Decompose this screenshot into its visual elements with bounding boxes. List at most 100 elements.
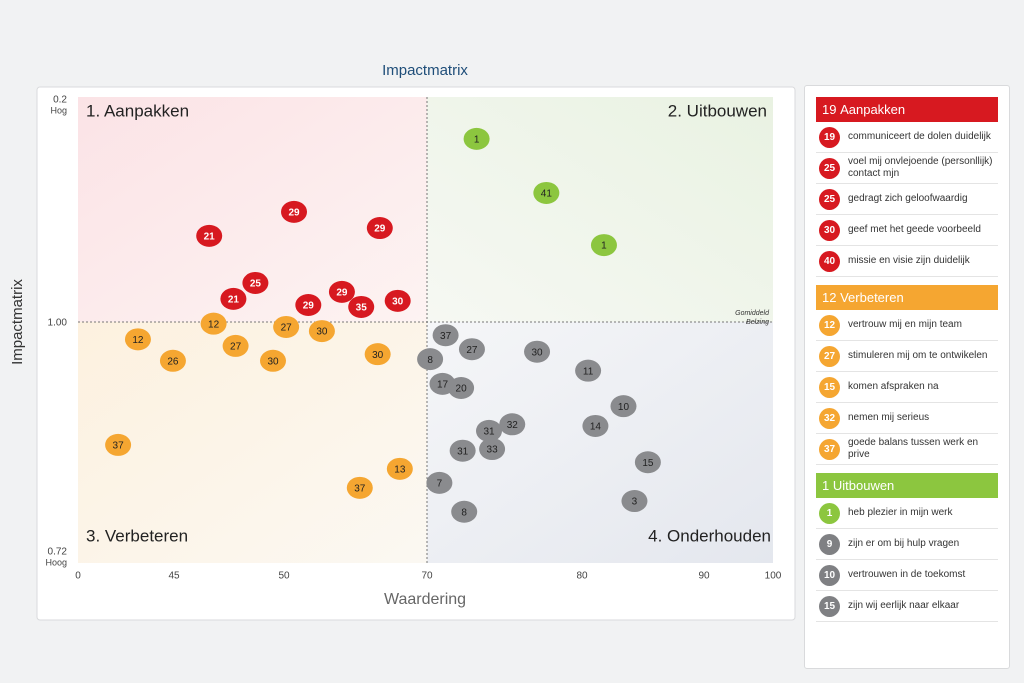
- legend-header: 12 Verbeteren: [816, 285, 998, 310]
- point-label: 26: [167, 356, 179, 367]
- point-label: 3: [632, 497, 638, 508]
- y-tick-label: 0.72: [48, 547, 68, 558]
- point-label: 27: [281, 323, 293, 334]
- point-label: 10: [618, 402, 630, 413]
- point-label: 27: [466, 345, 478, 356]
- point-label: 8: [461, 507, 467, 518]
- legend-text: gedragt zich geloofwaardig: [848, 193, 968, 204]
- point: [634, 451, 661, 474]
- point-label: 30: [316, 327, 328, 338]
- legend-text: geef met het geede voorbeeld: [848, 224, 981, 235]
- point-label: 12: [208, 319, 220, 330]
- legend-item: 37 goede balans tussen werk en prive: [816, 434, 998, 465]
- point-label: 37: [440, 331, 452, 342]
- legend-item: 25 voel mij onvlejoende (personllijk) con…: [816, 153, 998, 184]
- legend-text: nemen mij serieus: [848, 412, 930, 423]
- legend-section: 12 Verbeteren 12 vertrouw mij en mijn team…: [816, 285, 998, 465]
- legend-badge: 12: [819, 314, 840, 336]
- legend-badge: 40: [819, 250, 840, 272]
- legend-item: 32 nemen mij serieus: [816, 403, 998, 434]
- point-label: 15: [642, 458, 654, 469]
- point-label: 1: [601, 241, 607, 252]
- point: [479, 438, 506, 461]
- legend-item: 25 gedragt zich geloofwaardig: [816, 184, 998, 215]
- point: [124, 328, 151, 351]
- point: [386, 457, 413, 480]
- point: [364, 343, 391, 366]
- point: [426, 471, 453, 494]
- point-label: 31: [483, 427, 495, 438]
- quadrant-label: 3. Verbeteren: [86, 526, 188, 545]
- x-tick-label: 70: [421, 571, 433, 582]
- point: [463, 127, 490, 150]
- legend-badge: 30: [819, 219, 840, 241]
- legend-text: communiceert de dolen duidelijk: [848, 131, 991, 142]
- legend-badge: 1: [819, 502, 840, 524]
- x-tick-label: 45: [168, 571, 180, 582]
- point-label: 11: [583, 366, 594, 377]
- point-label: 37: [113, 441, 125, 452]
- legend-header: 19 Aanpakken: [816, 97, 998, 122]
- legend-text: zijn wij eerlijk naar elkaar: [848, 600, 960, 611]
- y-axis-label: Impactmatrix: [9, 279, 26, 365]
- legend-item: 10 vertrouwen in de toekomst: [816, 560, 998, 591]
- point: [222, 334, 249, 357]
- point-label: 14: [590, 422, 602, 433]
- point: [220, 287, 247, 310]
- point: [328, 280, 355, 303]
- point-label: 27: [230, 342, 242, 353]
- legend-badge: 19: [819, 126, 840, 148]
- legend-section: 19 Aanpakken 19 communiceert de dolen duid…: [816, 97, 998, 277]
- point: [242, 271, 269, 294]
- point-label: 29: [374, 224, 386, 235]
- x-tick-label: 50: [278, 571, 290, 582]
- legend-text: voel mij onvlejoende (personllijk) conta…: [848, 156, 993, 179]
- point-label: 13: [394, 464, 406, 475]
- point: [524, 340, 551, 363]
- point: [260, 349, 286, 372]
- point: [346, 476, 373, 499]
- point-label: 35: [356, 303, 368, 314]
- point-label: 29: [303, 301, 315, 312]
- point: [575, 359, 602, 382]
- point-label: 20: [456, 384, 468, 395]
- point: [458, 338, 485, 361]
- point-label: 32: [507, 420, 519, 431]
- legend-text: vertrouw mij en mijn team: [848, 319, 962, 330]
- legend-item: 1 heb plezier in mijn werk: [816, 498, 998, 529]
- point-label: 31: [457, 446, 469, 457]
- point-label: 29: [288, 208, 300, 219]
- legend-badge: 15: [819, 376, 840, 398]
- point: [348, 295, 375, 318]
- legend-text: goede balans tussen werk en prive: [848, 437, 979, 460]
- y-tick-label: 1.00: [48, 318, 68, 329]
- x-axis-label: Waardering: [384, 591, 466, 608]
- legend-text: komen afspraken na: [848, 381, 939, 392]
- legend-text: missie en visie zijn duidelijk: [848, 255, 970, 266]
- legend-badge: 37: [819, 438, 840, 460]
- legend-name: Verbeteren: [840, 290, 904, 305]
- point: [621, 490, 648, 513]
- legend-item: 30 geef met het geede voorbeeld: [816, 215, 998, 246]
- point-label: 41: [541, 189, 553, 200]
- point-label: 1: [474, 135, 480, 146]
- legend-text: zijn er om bij hulp vragen: [848, 538, 960, 549]
- point: [273, 315, 300, 338]
- point: [384, 289, 411, 312]
- legend-count: 12: [822, 290, 837, 305]
- point-label: 12: [132, 335, 144, 346]
- point: [590, 234, 617, 257]
- point-label: 30: [531, 347, 543, 358]
- point-label: 30: [392, 296, 404, 307]
- quadrant-label: 2. Uitbouwen: [668, 101, 767, 120]
- reference-label: Gomiddeld: [735, 310, 770, 317]
- point-label: 30: [372, 350, 384, 361]
- legend-section: 1 Uitbouwen 1 heb plezier in mijn werk 9 zij…: [816, 473, 998, 622]
- legend-badge: 27: [819, 345, 840, 367]
- point-label: 21: [228, 295, 240, 306]
- point-label: 17: [437, 380, 449, 391]
- legend-name: Aanpakken: [840, 102, 906, 117]
- point: [295, 293, 322, 316]
- point-label: 37: [354, 483, 366, 494]
